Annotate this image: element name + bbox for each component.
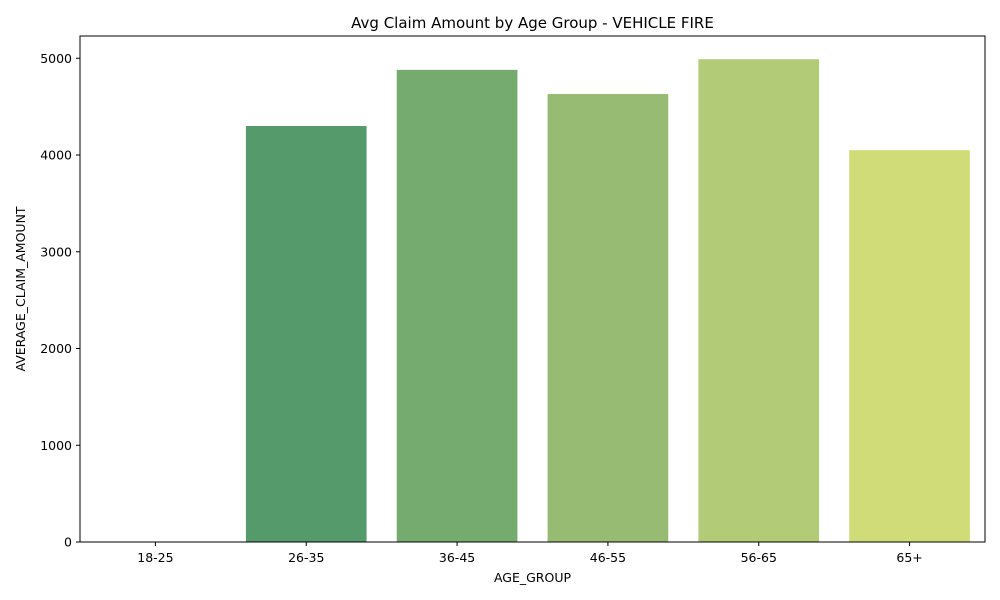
y-tick-label: 2000 (40, 341, 72, 356)
bar-26-35 (245, 125, 367, 542)
bar-65+ (849, 150, 970, 542)
y-tick-label: 0 (64, 535, 72, 550)
x-tick-label: 65+ (896, 550, 922, 565)
x-axis-label: AGE_GROUP (494, 570, 572, 585)
plot-frame (79, 35, 986, 543)
x-tick-label: 36-45 (439, 550, 475, 565)
y-axis: 0 1000 2000 3000 4000 5000 (40, 51, 80, 550)
y-tick-label: 4000 (40, 148, 72, 163)
x-tick-label: 26-35 (288, 550, 324, 565)
x-tick-label: 56-65 (741, 550, 777, 565)
x-tick-label: 46-55 (590, 550, 626, 565)
x-tick-label: 18-25 (137, 550, 173, 565)
chart-title: Avg Claim Amount by Age Group - VEHICLE … (351, 14, 714, 32)
bars-group (245, 59, 970, 543)
y-axis-label: AVERAGE_CLAIM_AMOUNT (13, 206, 28, 371)
y-tick-label: 5000 (40, 51, 72, 66)
bar-36-45 (396, 69, 518, 543)
bar-56-65 (698, 59, 820, 542)
y-tick-label: 3000 (40, 244, 72, 259)
x-axis: 18-25 26-35 36-45 46-55 56-65 65+ (137, 542, 923, 565)
bar-46-55 (547, 94, 669, 543)
y-tick-label: 1000 (40, 438, 72, 453)
